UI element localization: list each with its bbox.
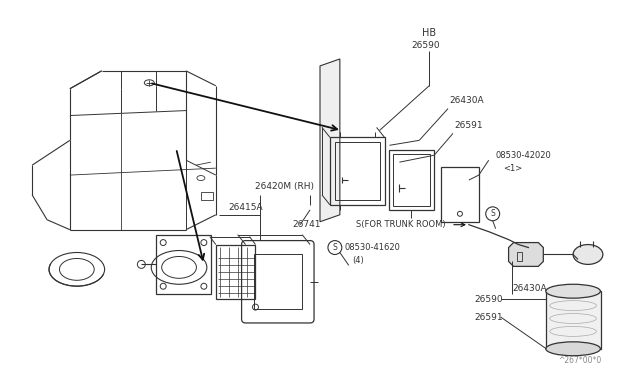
Bar: [253, 254, 302, 309]
Bar: [330, 137, 385, 205]
Text: (4): (4): [352, 256, 364, 265]
Ellipse shape: [546, 284, 600, 298]
Bar: [335, 142, 380, 200]
Text: 26591: 26591: [475, 312, 504, 321]
Bar: [547, 291, 601, 349]
Bar: [441, 167, 479, 222]
Bar: [516, 251, 522, 262]
Bar: [390, 150, 434, 210]
Text: 08530-42020: 08530-42020: [495, 151, 552, 160]
Text: 26741: 26741: [292, 220, 321, 229]
Bar: [216, 244, 255, 299]
Text: S: S: [333, 243, 337, 252]
Text: 26591: 26591: [454, 121, 483, 130]
Text: 26590: 26590: [475, 295, 504, 304]
Ellipse shape: [546, 342, 600, 356]
Text: S(FOR TRUNK ROOM): S(FOR TRUNK ROOM): [356, 220, 445, 229]
Text: ^267*00*0: ^267*00*0: [558, 356, 602, 365]
Text: 26430A: 26430A: [513, 284, 547, 293]
Text: <1>: <1>: [504, 164, 523, 173]
Bar: [156, 235, 211, 294]
Text: 26415A: 26415A: [228, 203, 263, 212]
Text: 26420M (RH): 26420M (RH): [255, 183, 314, 192]
Ellipse shape: [573, 244, 603, 264]
Text: HB: HB: [422, 28, 436, 38]
Text: S: S: [490, 209, 495, 218]
Bar: [394, 154, 430, 206]
Text: 26590: 26590: [411, 41, 440, 49]
Bar: [201, 192, 213, 200]
Text: 26430A: 26430A: [449, 96, 484, 105]
Polygon shape: [320, 59, 340, 222]
Text: 08530-41620: 08530-41620: [345, 243, 401, 252]
Polygon shape: [509, 243, 543, 266]
